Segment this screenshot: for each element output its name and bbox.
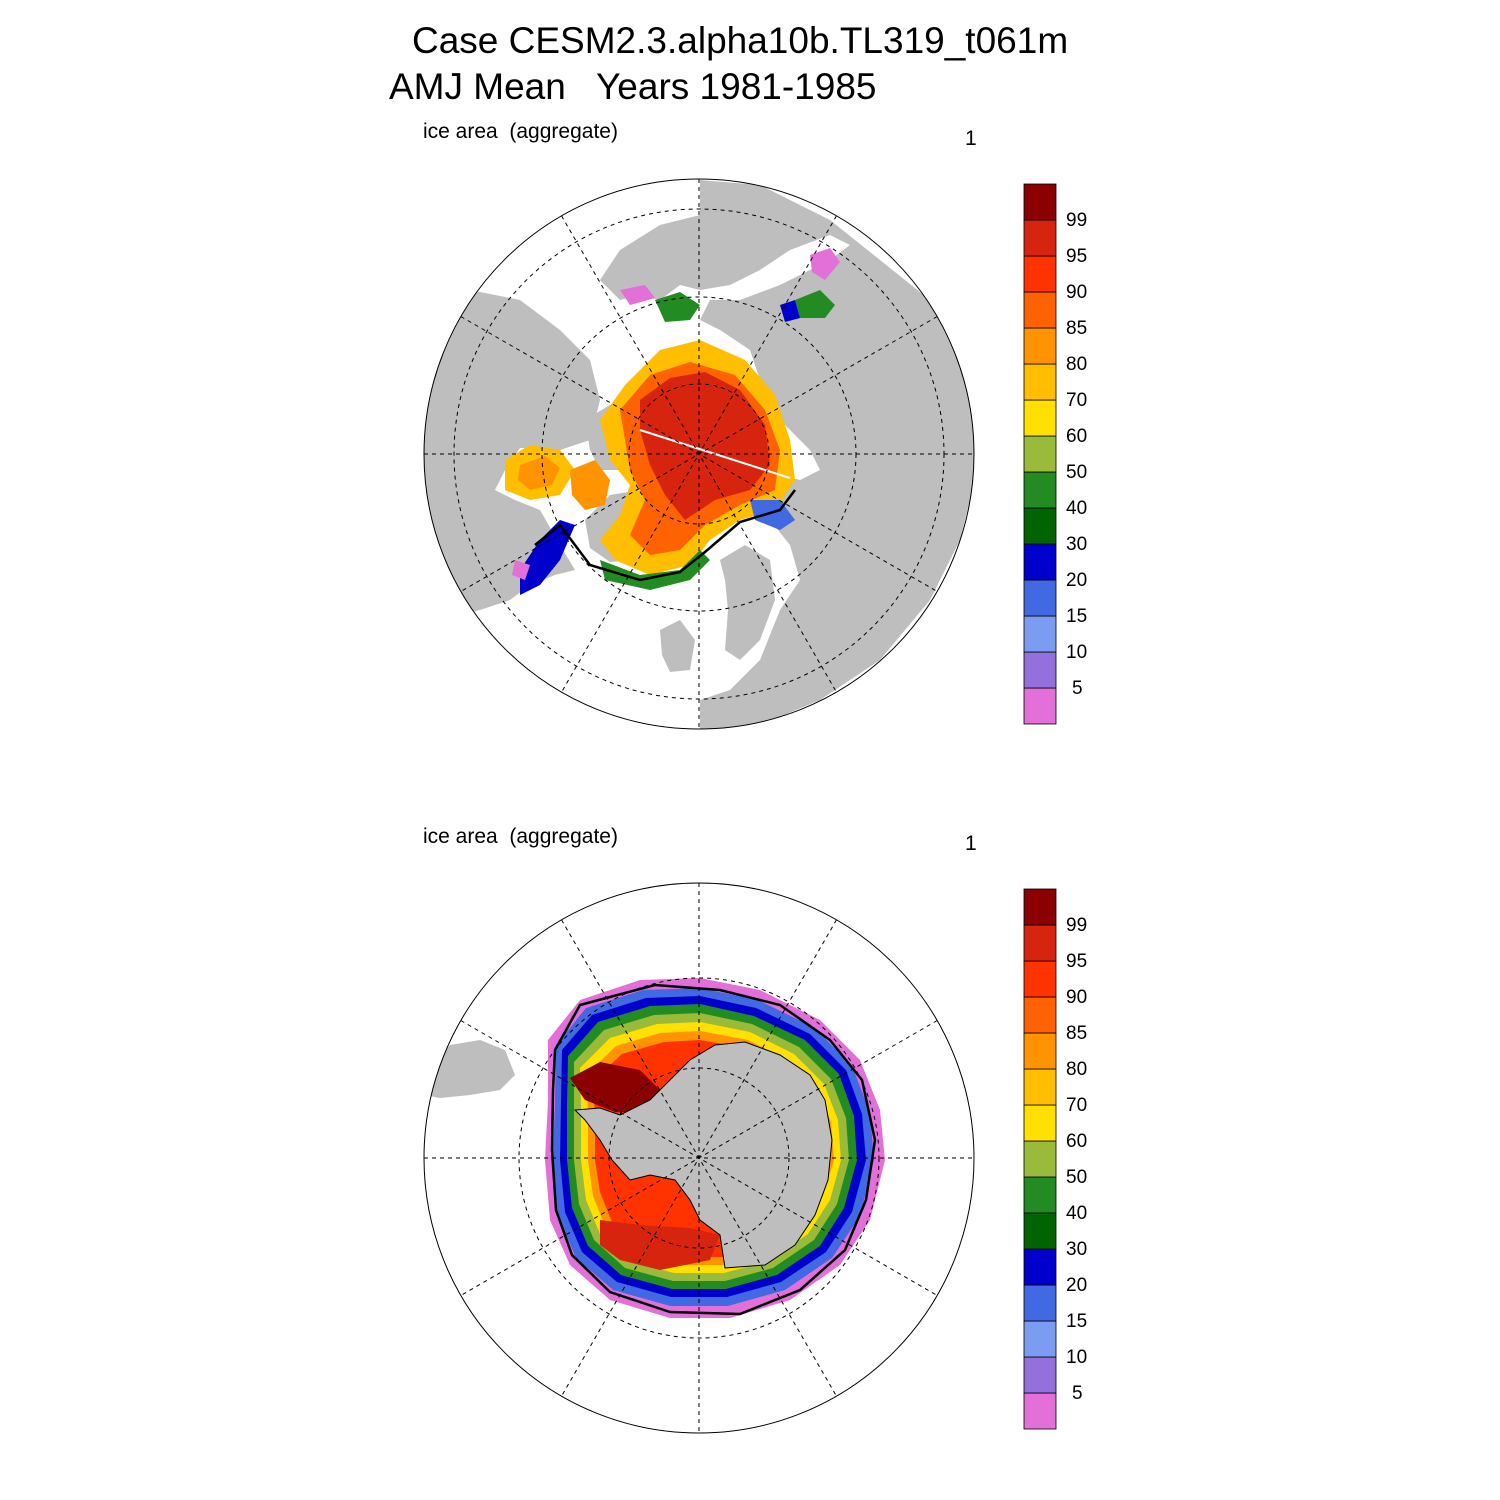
colorbar-swatch: [1023, 1284, 1057, 1322]
colorbar-tick-label: 50: [1066, 462, 1087, 483]
colorbar-swatch: [1023, 363, 1057, 401]
colorbar-tick-label: 90: [1066, 282, 1087, 303]
north-ice-edge-line: [534, 489, 796, 582]
colorbar-swatch: [1023, 1068, 1057, 1106]
colorbar-tick-label: 70: [1066, 1095, 1087, 1116]
colorbar-swatch: [1023, 1248, 1057, 1286]
colorbar-tick-label: 15: [1066, 1311, 1087, 1332]
figure-title-period: AMJ Mean Years 1981-1985: [389, 66, 877, 107]
colorbar-swatch: [1023, 1140, 1057, 1178]
north-panel-number: 1: [965, 127, 977, 150]
barents-ice-edge: [750, 500, 795, 530]
baffin-bay-ice: [570, 460, 610, 510]
colorbar-tick-label: 20: [1066, 570, 1087, 591]
colorbar-swatch: [1023, 615, 1057, 653]
east-greenland-ice-edge: [600, 550, 710, 590]
south-polar-map: [423, 882, 975, 1434]
colorbar-swatch: [1023, 471, 1057, 509]
colorbar-swatch: [1023, 543, 1057, 581]
north-polar-map: [423, 178, 975, 730]
south-map-border: [423, 882, 975, 1434]
colorbar-swatch: [1023, 435, 1057, 473]
colorbar-tick-label: 90: [1066, 987, 1087, 1008]
colorbar-swatch: [1023, 888, 1057, 926]
colorbar-tick-label: 10: [1066, 1347, 1087, 1368]
okhotsk-ice-green: [795, 290, 835, 318]
colorbar-swatch: [1023, 1104, 1057, 1142]
scandinavia-land: [720, 545, 775, 660]
colorbar-tick-label: 60: [1066, 426, 1087, 447]
eurasia-land: [600, 180, 974, 729]
colorbar-swatch: [1023, 1392, 1057, 1430]
colorbar-tick-label: 5: [1072, 678, 1083, 699]
labrador-ice-pink: [512, 560, 530, 580]
weddell-sea-ice-core: [570, 1062, 660, 1112]
okhotsk-ice-pink: [810, 248, 840, 280]
colorbar-tick-label: 99: [1066, 915, 1087, 936]
hudson-bay-ice-inner: [518, 456, 560, 490]
british-isles-land: [660, 620, 695, 672]
south-panel-number: 1: [965, 832, 977, 855]
colorbar-swatch: [1023, 651, 1057, 689]
colorbar-swatch: [1023, 1356, 1057, 1394]
arctic-ice-core: [640, 372, 770, 520]
south-colorbar: 5 10 15 20 30 40 50 60 70 80 85 90 95 99: [1023, 888, 1087, 1430]
colorbar-tick-label: 30: [1066, 534, 1087, 555]
south-america-land: [424, 1040, 515, 1098]
colorbar-tick-label: 40: [1066, 1203, 1087, 1224]
colorbar-tick-label: 95: [1066, 246, 1087, 267]
colorbar-swatch: [1023, 924, 1057, 962]
colorbar-tick-label: 15: [1066, 606, 1087, 627]
antarctica-land: [573, 1041, 833, 1269]
okhotsk-ice-blue: [780, 300, 800, 322]
colorbar-swatch: [1023, 1176, 1057, 1214]
north-panel-label: ice area (aggregate): [423, 120, 618, 143]
ross-sea-ice-core: [600, 1220, 720, 1270]
colorbar-tick-label: 50: [1066, 1167, 1087, 1188]
south-graticule: [424, 883, 974, 1433]
colorbar-tick-label: 85: [1066, 1023, 1087, 1044]
north-colorbar: 5 10 15 20 30 40 50 60 70 80 85 90 95 99: [1023, 183, 1087, 725]
colorbar-swatch: [1023, 183, 1057, 221]
colorbar-swatch: [1023, 1032, 1057, 1070]
bering-ice-pink: [620, 285, 655, 305]
antarctic-ice-edge-line: [550, 983, 877, 1316]
north-map-border: [423, 178, 975, 730]
colorbar-tick-label: 20: [1066, 1275, 1087, 1296]
colorbar-swatch: [1023, 579, 1057, 617]
colorbar-swatch: [1023, 327, 1057, 365]
colorbar-tick-label: 99: [1066, 210, 1087, 231]
colorbar-swatch: [1023, 960, 1057, 998]
colorbar-swatch: [1023, 507, 1057, 545]
colorbar-swatch: [1023, 996, 1057, 1034]
colorbar-tick-label: 70: [1066, 390, 1087, 411]
colorbar-swatch: [1023, 1320, 1057, 1358]
colorbar-swatch: [1023, 1212, 1057, 1250]
colorbar-tick-label: 5: [1072, 1383, 1083, 1404]
colorbar-swatch: [1023, 255, 1057, 293]
figure-title-case: Case CESM2.3.alpha10b.TL319_t061m: [412, 20, 1069, 61]
north-graticule: [424, 179, 974, 729]
colorbar-tick-label: 80: [1066, 1059, 1087, 1080]
labrador-ice-edge: [520, 520, 575, 595]
colorbar-tick-label: 95: [1066, 951, 1087, 972]
south-panel-label: ice area (aggregate): [423, 825, 618, 848]
colorbar-tick-label: 10: [1066, 642, 1087, 663]
colorbar-swatch: [1023, 291, 1057, 329]
colorbar-tick-label: 60: [1066, 1131, 1087, 1152]
colorbar-tick-label: 40: [1066, 498, 1087, 519]
colorbar-swatch: [1023, 219, 1057, 257]
colorbar-tick-label: 85: [1066, 318, 1087, 339]
colorbar-swatch: [1023, 687, 1057, 725]
colorbar-tick-label: 80: [1066, 354, 1087, 375]
colorbar-swatch: [1023, 399, 1057, 437]
bering-ice-green: [655, 292, 700, 322]
colorbar-tick-label: 30: [1066, 1239, 1087, 1260]
